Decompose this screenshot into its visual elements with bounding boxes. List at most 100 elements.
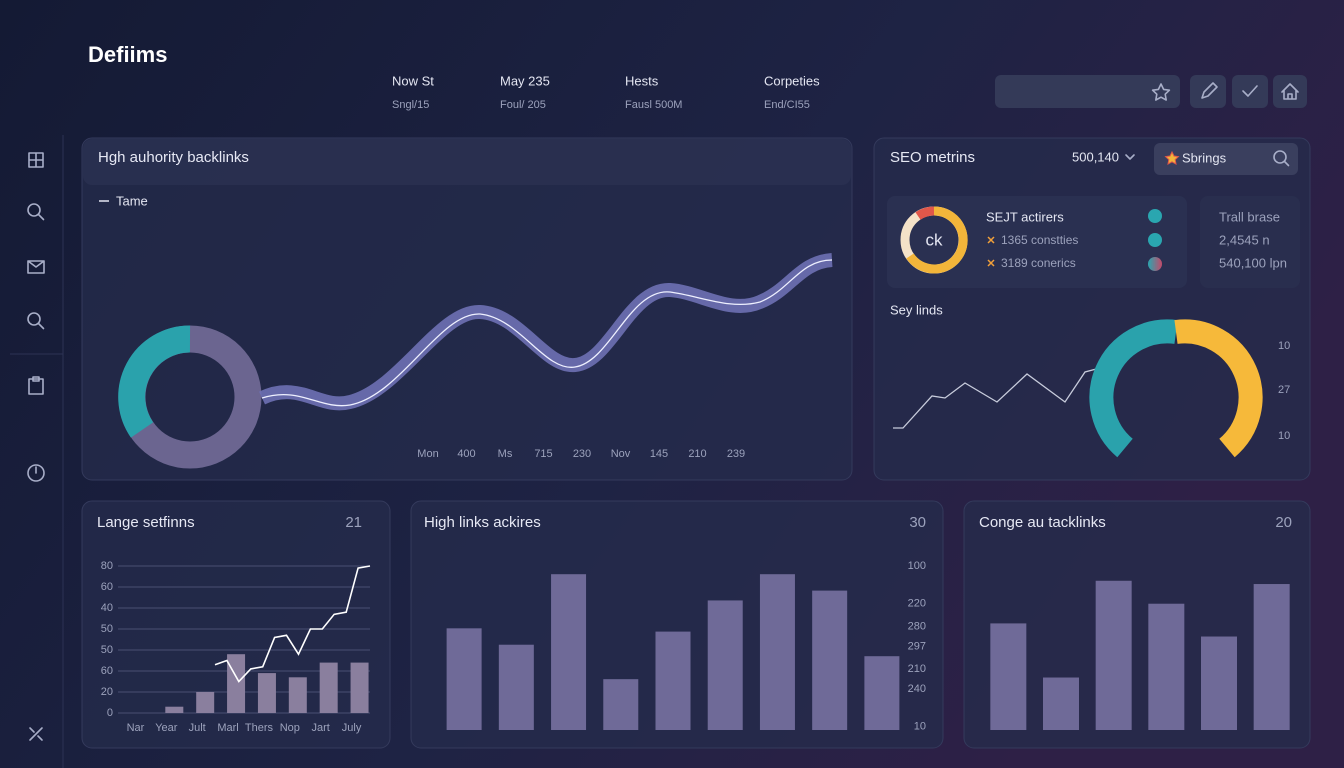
search-text: Sbrings [1182,150,1227,165]
x-tick-label: Jart [312,722,330,734]
badge-arc [906,206,968,274]
y-tick-label: 100 [908,560,926,572]
bar [1095,580,1132,730]
check-icon [1242,85,1258,97]
y-tick-label: 240 [908,683,926,695]
x-tick-label: July [342,722,362,734]
status-dot [1148,233,1162,247]
home-icon [1281,83,1299,100]
card-heading: SEJT actirers [986,209,1064,224]
search-icon-handle [1283,160,1290,167]
bar [1043,677,1079,730]
search-box[interactable] [995,75,1180,108]
dropdown-caret [1125,154,1135,160]
x-tick-label: Mon [417,448,438,460]
search-field[interactable] [1154,143,1298,175]
x-tick-label: Nop [280,722,300,734]
bar [864,656,900,730]
bar [551,574,587,730]
bar [603,679,639,730]
bar [350,662,369,713]
bullet-icons [987,236,995,267]
stat-label: May 235 [500,73,550,88]
wave-band [259,253,833,411]
chart-badge: 20 [1275,514,1292,531]
chart-title: High links ackires [424,514,541,531]
bar [446,628,482,730]
gauge-segment [1089,319,1178,458]
bar [165,706,184,713]
section-title: Sey linds [890,302,943,317]
x-tick-label: Thers [245,722,274,734]
power-icon[interactable] [27,464,45,482]
metric-card [1200,196,1300,288]
search-icon[interactable] [27,312,41,326]
x-tick-label: 239 [727,448,745,460]
x-tick-label: Marl [217,722,238,734]
home-button[interactable] [1273,75,1307,108]
stat-sub: Fausl 500M [625,99,682,111]
x-tick-label: Ms [498,448,513,460]
legend-label: Tame [116,193,148,208]
search-icon-handle [37,322,45,330]
bar [257,673,276,713]
search-icon[interactable] [27,203,41,217]
bar [759,574,795,730]
status-dot [1148,209,1162,223]
y-tick-label: 40 [101,602,113,614]
x-axis: Mon 400 Ms 715 230 Nov 145 210 239 [417,448,745,460]
y-tick-label: 50 [101,644,113,656]
bar [1148,603,1185,730]
panel-title: Hgh auhority backlinks [98,149,249,166]
pencil-icon [1201,82,1218,99]
bar [288,677,307,713]
bar [990,623,1027,730]
card-item: 3189 conerics [1001,256,1076,270]
chart-badge: 30 [909,514,926,531]
stat-label: Corpeties [764,73,820,88]
bar [319,662,338,713]
stat-sub: Foul/ 205 [500,99,546,111]
y-tick-label: 60 [101,665,113,677]
mail-icon[interactable] [27,260,45,274]
y-tick-label: 280 [908,621,926,633]
x-tick-label: 230 [573,448,591,460]
grid-icon[interactable] [28,152,44,168]
stat-label: Now St [392,73,434,88]
edit-button[interactable] [1190,75,1226,108]
panel [81,500,391,749]
stat-label: Hests [625,73,659,88]
star-icon[interactable] [1151,83,1171,101]
axis-label: 10 [1278,430,1290,442]
stat-sub: End/CI55 [764,99,810,111]
side-value: 540,100 lpn [1219,255,1287,270]
x-tick-label: Jult [189,722,206,734]
panel [410,500,944,749]
dropdown-value[interactable]: 500,140 [1072,149,1119,164]
panel-header [83,139,851,185]
card-item: 1365 constties [1001,233,1078,247]
check-button[interactable] [1232,75,1268,108]
y-tick-label: 80 [101,560,113,572]
bar [655,631,691,730]
collapse-icon[interactable] [29,727,43,741]
panel-title: SEO metrins [890,149,975,166]
search-icon[interactable] [1273,150,1287,164]
y-tick-label: 297 [908,640,926,652]
badge-arc [915,206,935,220]
stat-sub: Sngl/15 [392,99,429,111]
y-tick-label: 0 [107,707,113,719]
axis-label: 10 [1278,340,1290,352]
bar [498,644,534,730]
y-tick-label: 20 [101,686,113,698]
star-icon [1164,150,1180,165]
clipboard-icon[interactable] [28,376,44,395]
y-tick-label: 220 [908,598,926,610]
x-tick-label: 210 [688,448,706,460]
x-tick-label: 715 [534,448,552,460]
badge-text: ck [926,230,944,249]
brand: Defiims [88,42,167,67]
axis-label: 27 [1278,384,1290,396]
search-icon-handle [37,213,45,221]
